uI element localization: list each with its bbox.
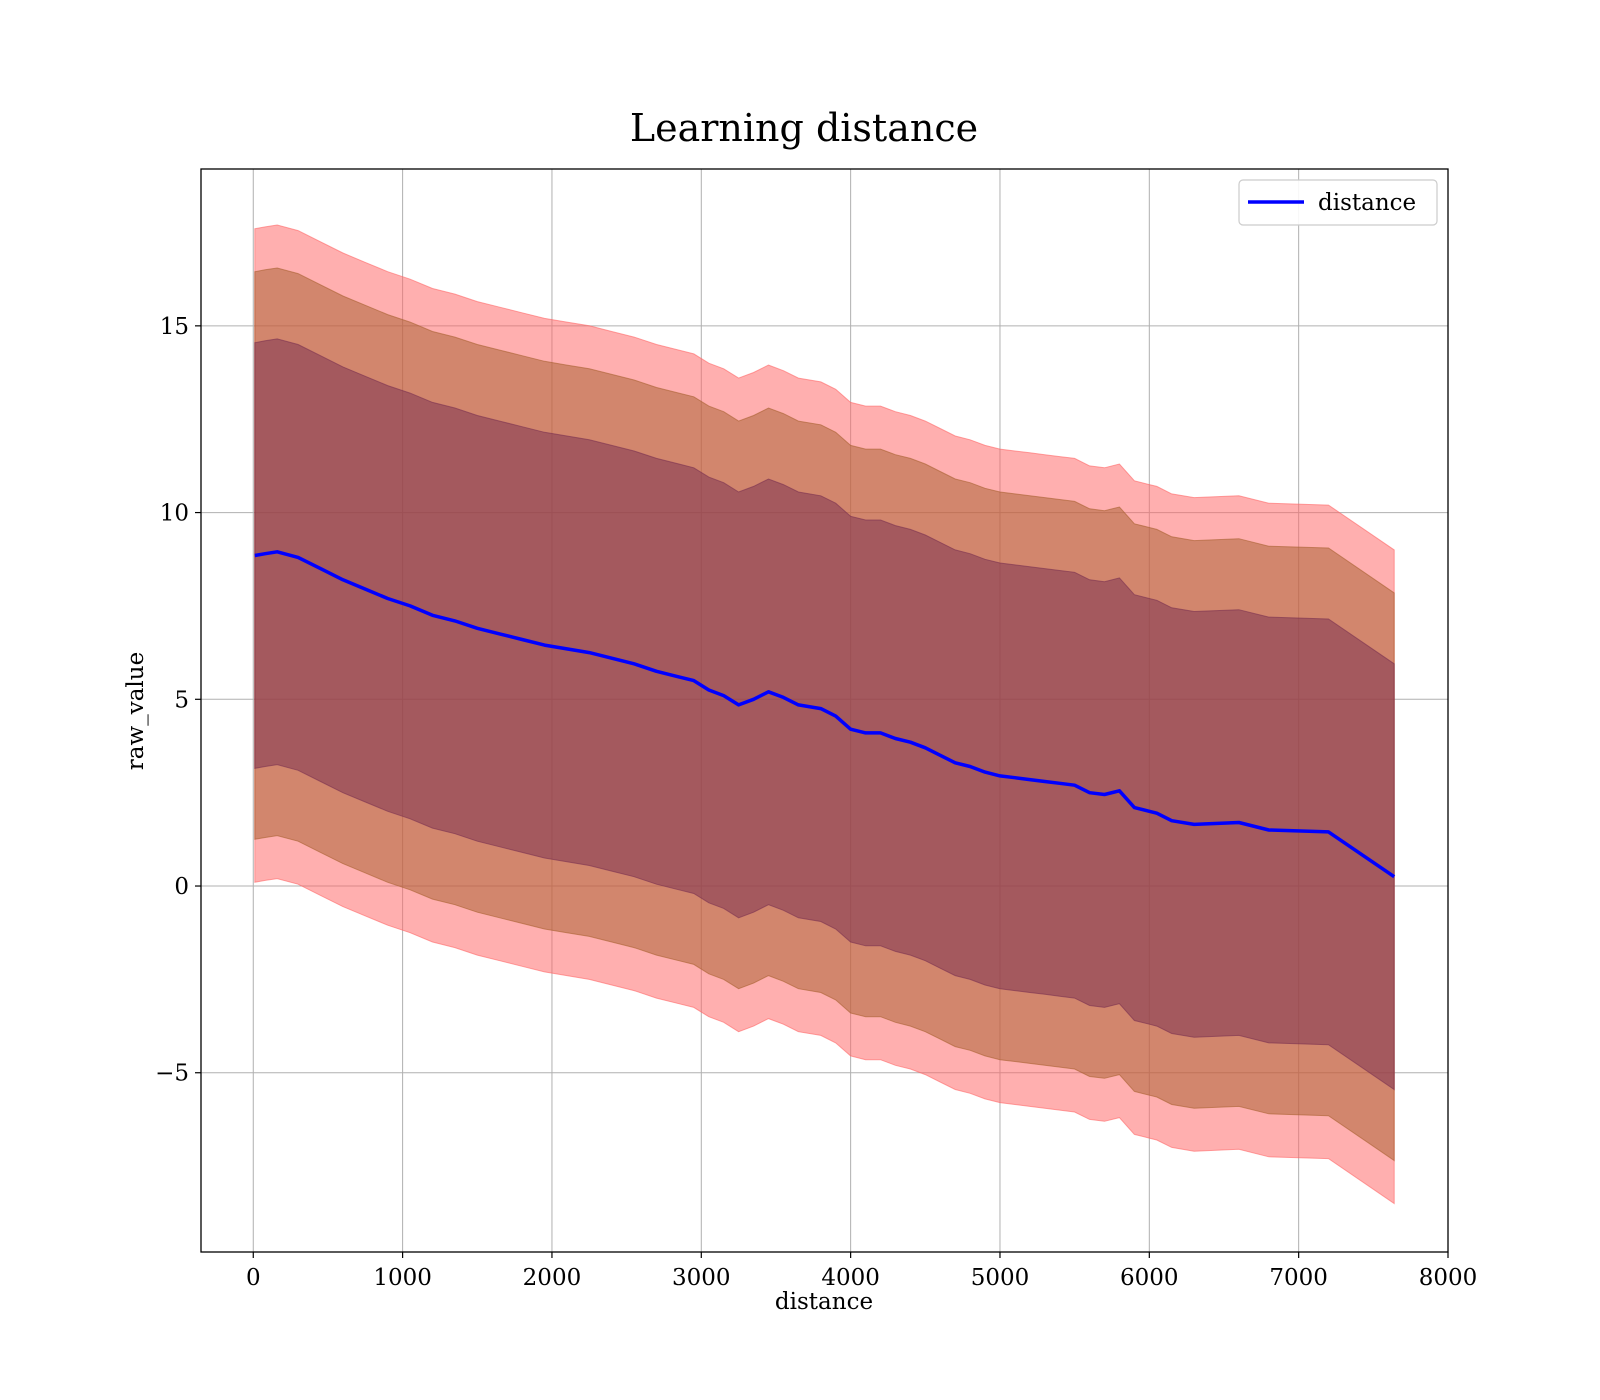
x-tick-label: 1000: [373, 1265, 432, 1291]
band-inner-area: [254, 338, 1395, 1091]
x-tick-label: 5000: [971, 1265, 1030, 1291]
confidence-bands: [254, 224, 1395, 1205]
x-tick-label: 8000: [1419, 1265, 1478, 1291]
legend: distance: [1238, 179, 1438, 226]
x-tick-label: 3000: [672, 1265, 731, 1291]
plot-frame: [200, 168, 1449, 1253]
x-axis-ticks: 0 1000 2000 3000 4000 5000 6000 7000 8000: [246, 1252, 1477, 1291]
legend-box: [1238, 179, 1438, 226]
y-tick-label: 15: [160, 314, 189, 340]
y-axis-ticks: −5 0 5 10 15: [155, 314, 201, 1087]
legend-label: distance: [1318, 190, 1416, 216]
x-tick-label: 6000: [1120, 1265, 1179, 1291]
x-tick-label: 7000: [1269, 1265, 1328, 1291]
x-axis-label: distance: [775, 1289, 873, 1315]
y-tick-label: −5: [155, 1061, 189, 1087]
series-line-distance: [254, 550, 1396, 879]
x-tick-label: 2000: [523, 1265, 582, 1291]
x-tick-label: 4000: [821, 1265, 880, 1291]
series-lines: [254, 550, 1396, 879]
y-tick-label: 5: [174, 687, 189, 713]
y-tick-label: 0: [174, 874, 189, 900]
y-tick-label: 10: [160, 501, 189, 527]
chart-title: Learning distance: [630, 106, 978, 150]
y-axis-label: raw_value: [123, 652, 149, 770]
x-tick-label: 0: [246, 1265, 261, 1291]
